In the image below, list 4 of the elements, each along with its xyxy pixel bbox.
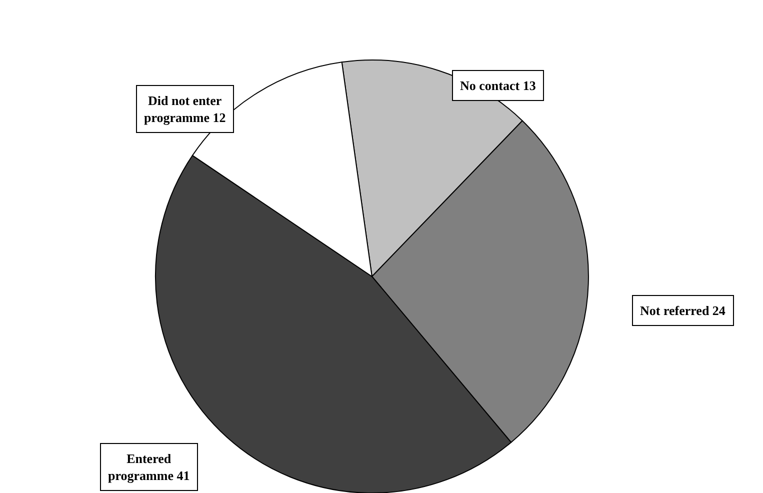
slice-label: Entered programme 41 xyxy=(108,451,190,483)
slice-label: Did not enter programme 12 xyxy=(144,93,226,125)
slice-label: No contact 13 xyxy=(460,78,536,93)
slice-label: Not referred 24 xyxy=(640,303,726,318)
